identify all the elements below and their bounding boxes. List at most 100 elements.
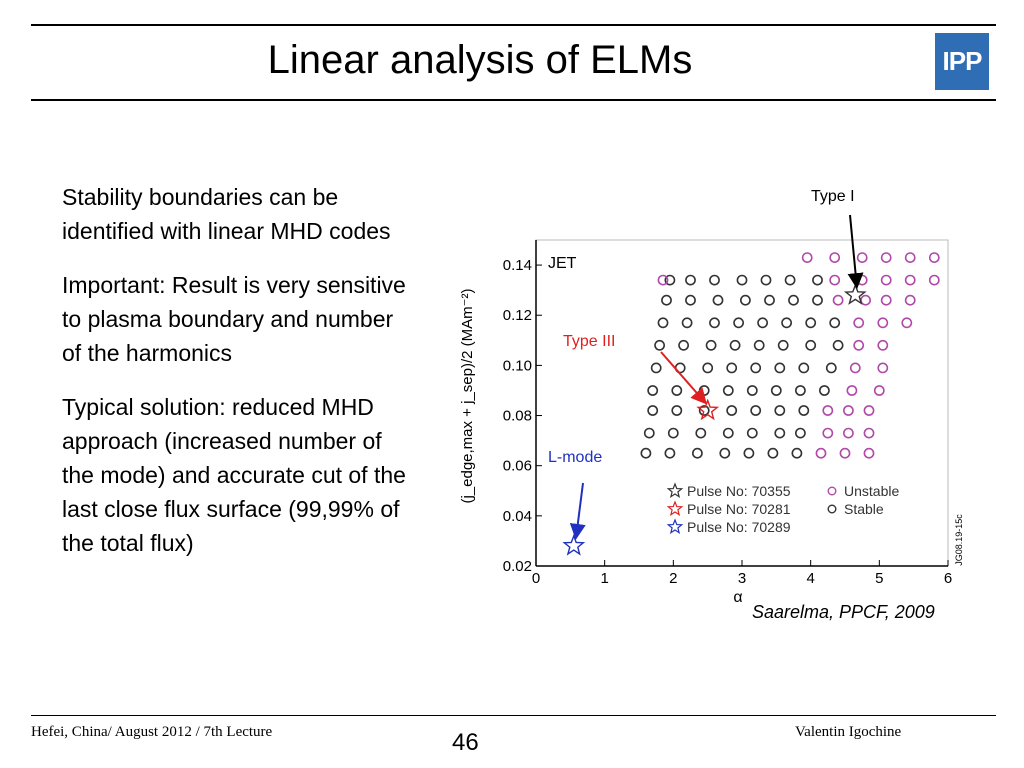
stable-point	[788, 294, 799, 306]
legend-star-icon	[666, 482, 684, 499]
ipp-logo: IPP	[935, 33, 989, 90]
unstable-point	[843, 427, 854, 439]
body-text: Stability boundaries can be identified w…	[62, 180, 412, 580]
legend-label: Stable	[844, 501, 884, 517]
stable-point	[685, 274, 696, 286]
unstable-point	[928, 252, 940, 263]
stable-point	[750, 362, 762, 374]
unstable-point	[839, 447, 851, 459]
annotation-type-i: Type I	[811, 188, 855, 205]
y-tick-label: 0.02	[503, 558, 532, 575]
stable-point	[733, 317, 744, 329]
stable-point	[726, 362, 738, 374]
pulse-star-70289	[562, 533, 586, 556]
pulse-star-70281	[696, 398, 720, 421]
legend-label: Pulse No: 70289	[687, 519, 791, 535]
stable-point	[774, 405, 786, 416]
stable-point	[825, 362, 837, 374]
x-tick-label: 0	[532, 570, 540, 587]
stable-point	[805, 339, 817, 351]
stable-point	[712, 294, 724, 306]
stable-point	[640, 447, 652, 459]
unstable-point	[856, 274, 868, 286]
unstable-point	[832, 294, 844, 306]
legend-star-icon	[666, 500, 684, 517]
unstable-point	[863, 447, 875, 459]
stable-point	[798, 405, 810, 416]
unstable-point	[904, 252, 916, 263]
stable-point	[757, 317, 768, 329]
stable-point	[832, 339, 844, 351]
stable-point	[681, 317, 693, 329]
stable-point	[671, 385, 683, 396]
stable-point	[829, 317, 841, 329]
unstable-point	[904, 274, 916, 286]
stable-point	[774, 362, 786, 374]
citation: Saarelma, PPCF, 2009	[752, 602, 935, 622]
stable-point	[746, 427, 758, 439]
unstable-point	[880, 252, 892, 263]
stable-point	[784, 274, 796, 286]
legend-label: Unstable	[844, 483, 899, 499]
stable-point	[667, 427, 679, 439]
y-tick-label: 0.04	[503, 508, 532, 525]
x-tick-label: 3	[738, 570, 746, 587]
y-axis-label: (j_edge,max + j_sep)/2 (MAm⁻²)	[459, 288, 476, 503]
stable-point	[643, 427, 655, 439]
unstable-point	[863, 427, 875, 439]
unstable-point	[822, 427, 834, 439]
stable-point	[774, 427, 786, 439]
unstable-point	[877, 362, 889, 374]
stable-point	[705, 339, 717, 351]
stable-point	[709, 274, 720, 286]
unstable-point	[853, 317, 865, 329]
stable-point	[647, 405, 659, 416]
unstable-point	[880, 294, 892, 306]
stable-point	[647, 385, 659, 396]
unstable-point	[849, 362, 861, 374]
side-code: JG08.19-15c	[954, 514, 964, 566]
x-tick-label: 6	[944, 570, 952, 587]
stable-point	[767, 447, 779, 459]
slide-title: Linear analysis of ELMs	[267, 38, 693, 82]
y-tick-label: 0.06	[503, 458, 532, 475]
l-mode-arrow	[569, 482, 586, 540]
stable-point	[702, 362, 714, 374]
stable-point	[777, 339, 789, 351]
x-axis-label: α	[733, 589, 742, 606]
paragraph-2: Important: Result is very sensitive to p…	[62, 272, 406, 366]
stable-point	[722, 385, 734, 396]
stable-point	[729, 339, 741, 351]
legend-circle-icon	[827, 504, 837, 514]
unstable-point	[880, 274, 892, 286]
stable-point	[671, 405, 683, 416]
jet-label: JET	[548, 255, 577, 272]
pulse-star-70355	[843, 283, 867, 305]
unstable-point	[928, 274, 940, 286]
unstable-point	[863, 405, 875, 416]
annotation-l-mode: L-mode	[548, 449, 602, 466]
stable-point	[657, 317, 669, 329]
stable-point	[698, 385, 710, 396]
stable-point	[695, 427, 707, 439]
unstable-point	[815, 447, 827, 459]
stable-point	[661, 294, 672, 306]
y-tick-label: 0.14	[503, 257, 532, 274]
unstable-point	[801, 252, 813, 263]
stable-point	[760, 274, 772, 286]
stable-point	[719, 447, 731, 459]
stable-point	[692, 447, 703, 459]
stable-point	[678, 339, 689, 351]
y-tick-label: 0.08	[503, 408, 532, 425]
stable-point	[685, 294, 696, 306]
unstable-point	[873, 385, 885, 396]
stable-point	[654, 339, 665, 351]
title-rule	[31, 99, 996, 101]
x-tick-label: 2	[669, 570, 677, 587]
unstable-point	[904, 294, 916, 306]
stable-point	[791, 447, 803, 459]
unstable-point	[829, 252, 841, 263]
type-i-arrow	[847, 214, 864, 290]
unstable-point	[901, 317, 913, 329]
stable-point	[664, 274, 676, 286]
